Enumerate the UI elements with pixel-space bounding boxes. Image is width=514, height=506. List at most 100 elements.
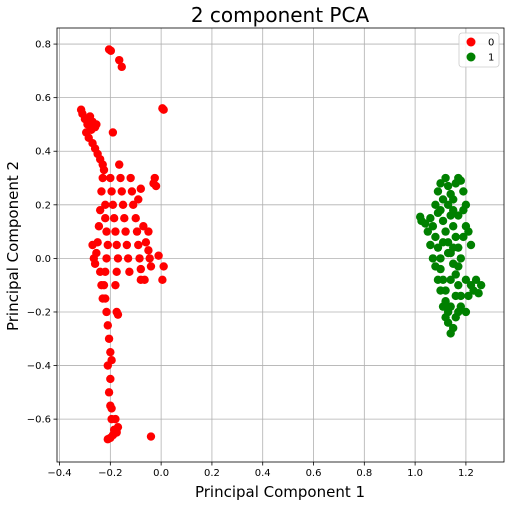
point-series-1	[449, 323, 458, 333]
point-series-0	[141, 238, 151, 247]
point-series-0	[134, 195, 143, 204]
y-tick-label: 0.6	[35, 93, 51, 104]
legend-label-0: 0	[488, 38, 494, 49]
point-series-1	[461, 275, 471, 285]
x-tick-label: 1.2	[458, 468, 474, 479]
point-series-1	[449, 205, 458, 215]
legend: 0 1	[458, 32, 500, 68]
point-series-0	[139, 222, 148, 231]
point-series-0	[95, 205, 105, 215]
point-series-1	[459, 187, 468, 196]
x-tick-label: −0.4	[47, 468, 71, 479]
plot-frame	[56, 27, 505, 463]
point-series-0	[88, 240, 97, 250]
point-series-1	[476, 280, 486, 290]
point-series-0	[101, 200, 110, 210]
point-series-1	[461, 200, 471, 210]
point-series-0	[99, 165, 109, 175]
point-series-1	[433, 243, 443, 252]
point-series-0	[112, 307, 121, 317]
point-series-0	[113, 422, 123, 432]
point-series-0	[159, 105, 168, 114]
point-series-1	[459, 232, 468, 242]
x-tick-label: 0.4	[255, 468, 271, 479]
point-series-1	[454, 262, 463, 271]
y-tick-label: 0.2	[35, 200, 51, 211]
legend-marker-1	[466, 52, 476, 62]
point-series-0	[87, 125, 96, 135]
point-series-0	[104, 388, 114, 397]
point-series-1	[446, 275, 455, 285]
series-1	[415, 173, 486, 338]
point-series-0	[132, 227, 142, 236]
point-series-1	[438, 216, 448, 226]
point-series-1	[461, 307, 471, 317]
y-tick-label: 0.0	[35, 254, 51, 265]
point-series-0	[111, 227, 120, 236]
point-series-0	[117, 62, 126, 72]
point-series-1	[431, 200, 440, 210]
point-series-0	[97, 187, 106, 196]
point-series-1	[441, 313, 450, 322]
point-series-1	[428, 222, 438, 231]
point-series-0	[116, 173, 125, 183]
point-series-1	[456, 176, 466, 185]
point-series-0	[135, 254, 144, 263]
chart-title: 2 component PCA	[191, 3, 370, 27]
point-series-0	[104, 334, 114, 343]
point-series-0	[145, 254, 154, 263]
point-series-1	[423, 227, 433, 236]
point-series-0	[89, 254, 99, 263]
point-series-1	[469, 286, 478, 295]
point-series-1	[428, 254, 438, 263]
point-series-0	[146, 262, 156, 271]
point-series-1	[436, 254, 445, 263]
point-series-1	[454, 280, 463, 290]
point-series-0	[159, 262, 168, 271]
point-series-0	[111, 414, 120, 424]
series-0	[76, 45, 168, 444]
point-series-0	[123, 254, 133, 263]
point-series-1	[449, 222, 458, 231]
point-series-0	[106, 374, 115, 384]
point-series-0	[112, 267, 121, 276]
point-series-0	[125, 267, 134, 276]
point-series-0	[107, 404, 116, 413]
point-series-1	[464, 227, 473, 236]
point-series-0	[95, 267, 105, 276]
point-series-0	[103, 240, 112, 250]
x-tick-label: −0.2	[98, 468, 122, 479]
point-series-1	[454, 211, 463, 220]
point-series-1	[433, 208, 443, 218]
point-series-1	[433, 187, 443, 196]
point-series-1	[438, 195, 448, 204]
point-series-1	[421, 219, 430, 228]
point-series-0	[102, 307, 111, 317]
point-series-1	[443, 181, 453, 191]
point-series-1	[443, 248, 453, 258]
point-series-1	[471, 275, 481, 285]
point-series-0	[131, 214, 140, 223]
point-series-0	[108, 200, 118, 210]
point-series-0	[107, 187, 116, 196]
point-series-0	[127, 187, 137, 196]
y-tick-label: −0.4	[27, 361, 51, 372]
point-series-1	[456, 254, 466, 263]
point-series-1	[436, 179, 445, 188]
point-series-0	[144, 246, 153, 255]
point-series-0	[106, 173, 115, 183]
point-series-1	[466, 240, 476, 250]
x-tick-label: 0.8	[356, 468, 372, 479]
point-series-0	[115, 160, 124, 169]
point-series-1	[449, 243, 458, 252]
point-series-0	[101, 214, 110, 223]
point-series-1	[446, 302, 455, 311]
point-series-0	[111, 280, 120, 290]
point-series-0	[103, 435, 112, 444]
x-tick-label: 0.0	[153, 468, 169, 479]
point-series-1	[438, 238, 448, 247]
point-series-0	[122, 240, 132, 250]
point-series-1	[433, 275, 443, 285]
point-series-1	[451, 291, 460, 301]
